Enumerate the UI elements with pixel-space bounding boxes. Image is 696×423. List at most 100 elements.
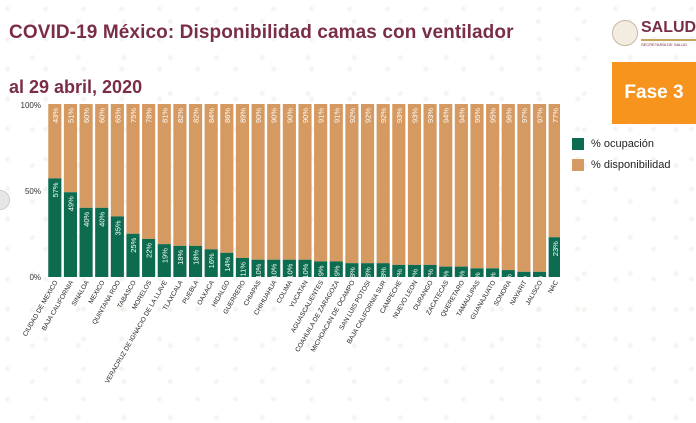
bar-ocupacion <box>392 264 406 277</box>
data-label-disponibilidad: 92% <box>348 108 357 123</box>
data-label-disponibilidad: 82% <box>192 108 201 123</box>
x-tick-label: NAC <box>547 279 560 295</box>
bar-ocupacion <box>142 238 156 277</box>
data-label-ocupacion: 5% <box>489 272 498 283</box>
logo-divider <box>641 39 696 41</box>
bar-disponibilidad <box>360 104 375 264</box>
data-label-ocupacion: 8% <box>379 267 388 278</box>
data-label-disponibilidad: 90% <box>285 108 294 123</box>
bar-ocupacion <box>548 237 560 277</box>
bar-ocupacion <box>329 261 343 277</box>
bar-disponibilidad <box>376 104 390 264</box>
bar-ocupacion <box>423 264 437 277</box>
data-label-ocupacion: 10% <box>254 263 263 278</box>
bar-ocupacion <box>126 233 140 277</box>
data-label-disponibilidad: 81% <box>160 108 169 123</box>
bar-ocupacion <box>251 259 265 277</box>
bar-ocupacion <box>360 263 375 277</box>
bar-disponibilidad <box>282 104 296 260</box>
data-label-disponibilidad: 95% <box>473 108 482 123</box>
bar-ocupacion <box>48 178 62 277</box>
bar-disponibilidad <box>407 104 422 265</box>
bar-disponibilidad <box>204 104 218 250</box>
data-label-ocupacion: 5% <box>473 272 482 283</box>
data-label-ocupacion: 10% <box>270 263 279 278</box>
data-label-ocupacion: 49% <box>66 196 75 211</box>
data-label-disponibilidad: 93% <box>410 108 419 123</box>
bar-disponibilidad <box>532 104 547 272</box>
bar-ocupacion <box>282 259 296 277</box>
bar-disponibilidad <box>79 104 93 208</box>
page-subtitle: al 29 abril, 2020 <box>9 77 143 97</box>
bar-ocupacion <box>63 192 78 277</box>
data-label-disponibilidad: 84% <box>207 108 216 123</box>
data-label-disponibilidad: 75% <box>129 108 138 123</box>
y-tick-label: 100% <box>21 101 41 110</box>
data-label-disponibilidad: 51% <box>66 108 75 123</box>
legend-label: % ocupación <box>591 138 654 150</box>
data-label-ocupacion: 8% <box>348 267 357 278</box>
data-label-ocupacion: 18% <box>192 250 201 265</box>
bar-disponibilidad <box>173 104 187 246</box>
bar-ocupacion <box>486 268 500 277</box>
data-label-ocupacion: 9% <box>317 265 326 276</box>
bar-disponibilidad <box>235 104 250 258</box>
bar-disponibilidad <box>517 104 531 272</box>
data-label-ocupacion: 6% <box>442 270 451 281</box>
fase-badge: Fase 3 <box>612 62 696 124</box>
data-label-ocupacion: 11% <box>238 262 247 277</box>
bar-ocupacion <box>95 207 109 277</box>
bar-disponibilidad <box>298 104 312 260</box>
data-label-disponibilidad: 97% <box>536 108 545 123</box>
salud-logo: SALUD SECRETARÍA DE SALUD <box>612 19 696 48</box>
data-label-disponibilidad: 92% <box>364 108 373 123</box>
bar-ocupacion <box>204 249 218 277</box>
bar-disponibilidad <box>157 104 171 245</box>
data-label-ocupacion: 3% <box>520 275 529 286</box>
data-label-ocupacion: 10% <box>285 263 294 278</box>
data-label-ocupacion: 3% <box>536 275 545 286</box>
bars-group: 43% 57% 51% 49% 60% 40% 60% 40% 65% 35% 75% 25% 78% 2… <box>48 104 560 287</box>
bar-ocupacion <box>188 245 203 277</box>
data-label-ocupacion: 57% <box>51 182 60 197</box>
data-label-ocupacion: 9% <box>332 265 341 276</box>
bar-disponibilidad <box>95 104 109 208</box>
legend-label: % disponibilidad <box>591 159 671 171</box>
legend-swatch <box>572 159 584 171</box>
data-label-ocupacion: 7% <box>426 269 435 280</box>
bar-ocupacion <box>501 270 515 277</box>
data-label-disponibilidad: 93% <box>426 108 435 123</box>
data-label-ocupacion: 23% <box>551 241 560 256</box>
data-label-ocupacion: 25% <box>129 237 138 252</box>
bar-ocupacion <box>532 271 547 277</box>
data-label-ocupacion: 4% <box>504 274 513 285</box>
bar-ocupacion <box>439 266 453 277</box>
data-label-ocupacion: 18% <box>176 250 185 265</box>
data-label-disponibilidad: 93% <box>395 108 404 123</box>
bar-disponibilidad <box>454 104 468 267</box>
bar-disponibilidad <box>423 104 437 265</box>
data-label-ocupacion: 8% <box>364 267 373 278</box>
data-label-disponibilidad: 60% <box>98 108 107 123</box>
bar-ocupacion <box>79 207 93 277</box>
data-label-disponibilidad: 94% <box>442 108 451 123</box>
bar-disponibilidad <box>501 104 515 271</box>
data-label-disponibilidad: 94% <box>457 108 466 123</box>
logo-word: SALUD <box>641 19 696 36</box>
legend-swatch <box>572 138 584 150</box>
bar-disponibilidad <box>548 104 560 238</box>
bar-ocupacion <box>220 252 234 277</box>
data-label-disponibilidad: 86% <box>223 108 232 123</box>
data-label-ocupacion: 22% <box>145 243 154 258</box>
bar-disponibilidad <box>470 104 484 269</box>
data-label-disponibilidad: 77% <box>551 108 560 123</box>
y-tick-label: 0% <box>29 273 41 282</box>
bar-disponibilidad <box>220 104 234 253</box>
legend-item-disponibilidad: % disponibilidad <box>572 159 671 171</box>
y-tick-label: 50% <box>25 187 41 196</box>
data-label-disponibilidad: 96% <box>504 108 513 123</box>
data-label-disponibilidad: 95% <box>489 108 498 123</box>
bar-ocupacion <box>470 268 484 277</box>
data-label-disponibilidad: 90% <box>254 108 263 123</box>
